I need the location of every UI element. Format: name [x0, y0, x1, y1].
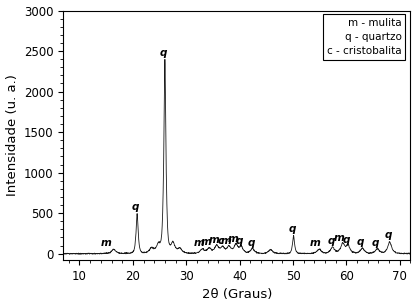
Text: q: q [343, 235, 350, 245]
Text: c: c [217, 236, 223, 247]
Text: q: q [327, 236, 334, 246]
Text: m: m [201, 237, 212, 247]
Text: m: m [334, 233, 344, 243]
Text: m: m [208, 235, 219, 245]
Text: q: q [132, 202, 139, 212]
Text: q: q [372, 238, 379, 248]
Text: q: q [357, 237, 364, 247]
Text: m: m [194, 238, 204, 248]
Text: m - mulita
q - quartzo
c - cristobalita: m - mulita q - quartzo c - cristobalita [327, 18, 402, 56]
Text: m: m [100, 238, 111, 248]
Text: q: q [247, 238, 255, 248]
Text: q: q [384, 230, 392, 240]
Text: m: m [310, 238, 321, 248]
Text: q: q [160, 48, 167, 58]
Text: q: q [288, 224, 296, 234]
Text: q: q [236, 236, 243, 246]
X-axis label: 2θ (Graus): 2θ (Graus) [202, 289, 272, 301]
Text: m: m [220, 235, 231, 246]
Y-axis label: Intensidade (u. a.): Intensidade (u. a.) [5, 74, 19, 196]
Text: m: m [227, 234, 238, 244]
